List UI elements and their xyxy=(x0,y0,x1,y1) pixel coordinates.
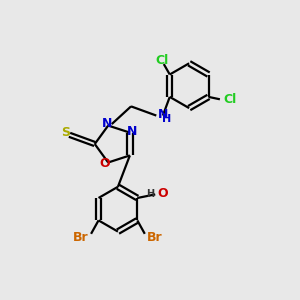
Text: Cl: Cl xyxy=(224,93,237,106)
Text: Br: Br xyxy=(73,231,89,244)
Text: N: N xyxy=(127,124,137,138)
Text: O: O xyxy=(99,158,110,170)
Text: H: H xyxy=(146,189,154,199)
Text: Br: Br xyxy=(147,231,163,244)
Text: N: N xyxy=(101,117,112,130)
Text: O: O xyxy=(158,187,168,200)
Text: S: S xyxy=(61,126,70,139)
Text: H: H xyxy=(162,114,172,124)
Text: Cl: Cl xyxy=(156,54,169,67)
Text: N: N xyxy=(158,108,168,121)
